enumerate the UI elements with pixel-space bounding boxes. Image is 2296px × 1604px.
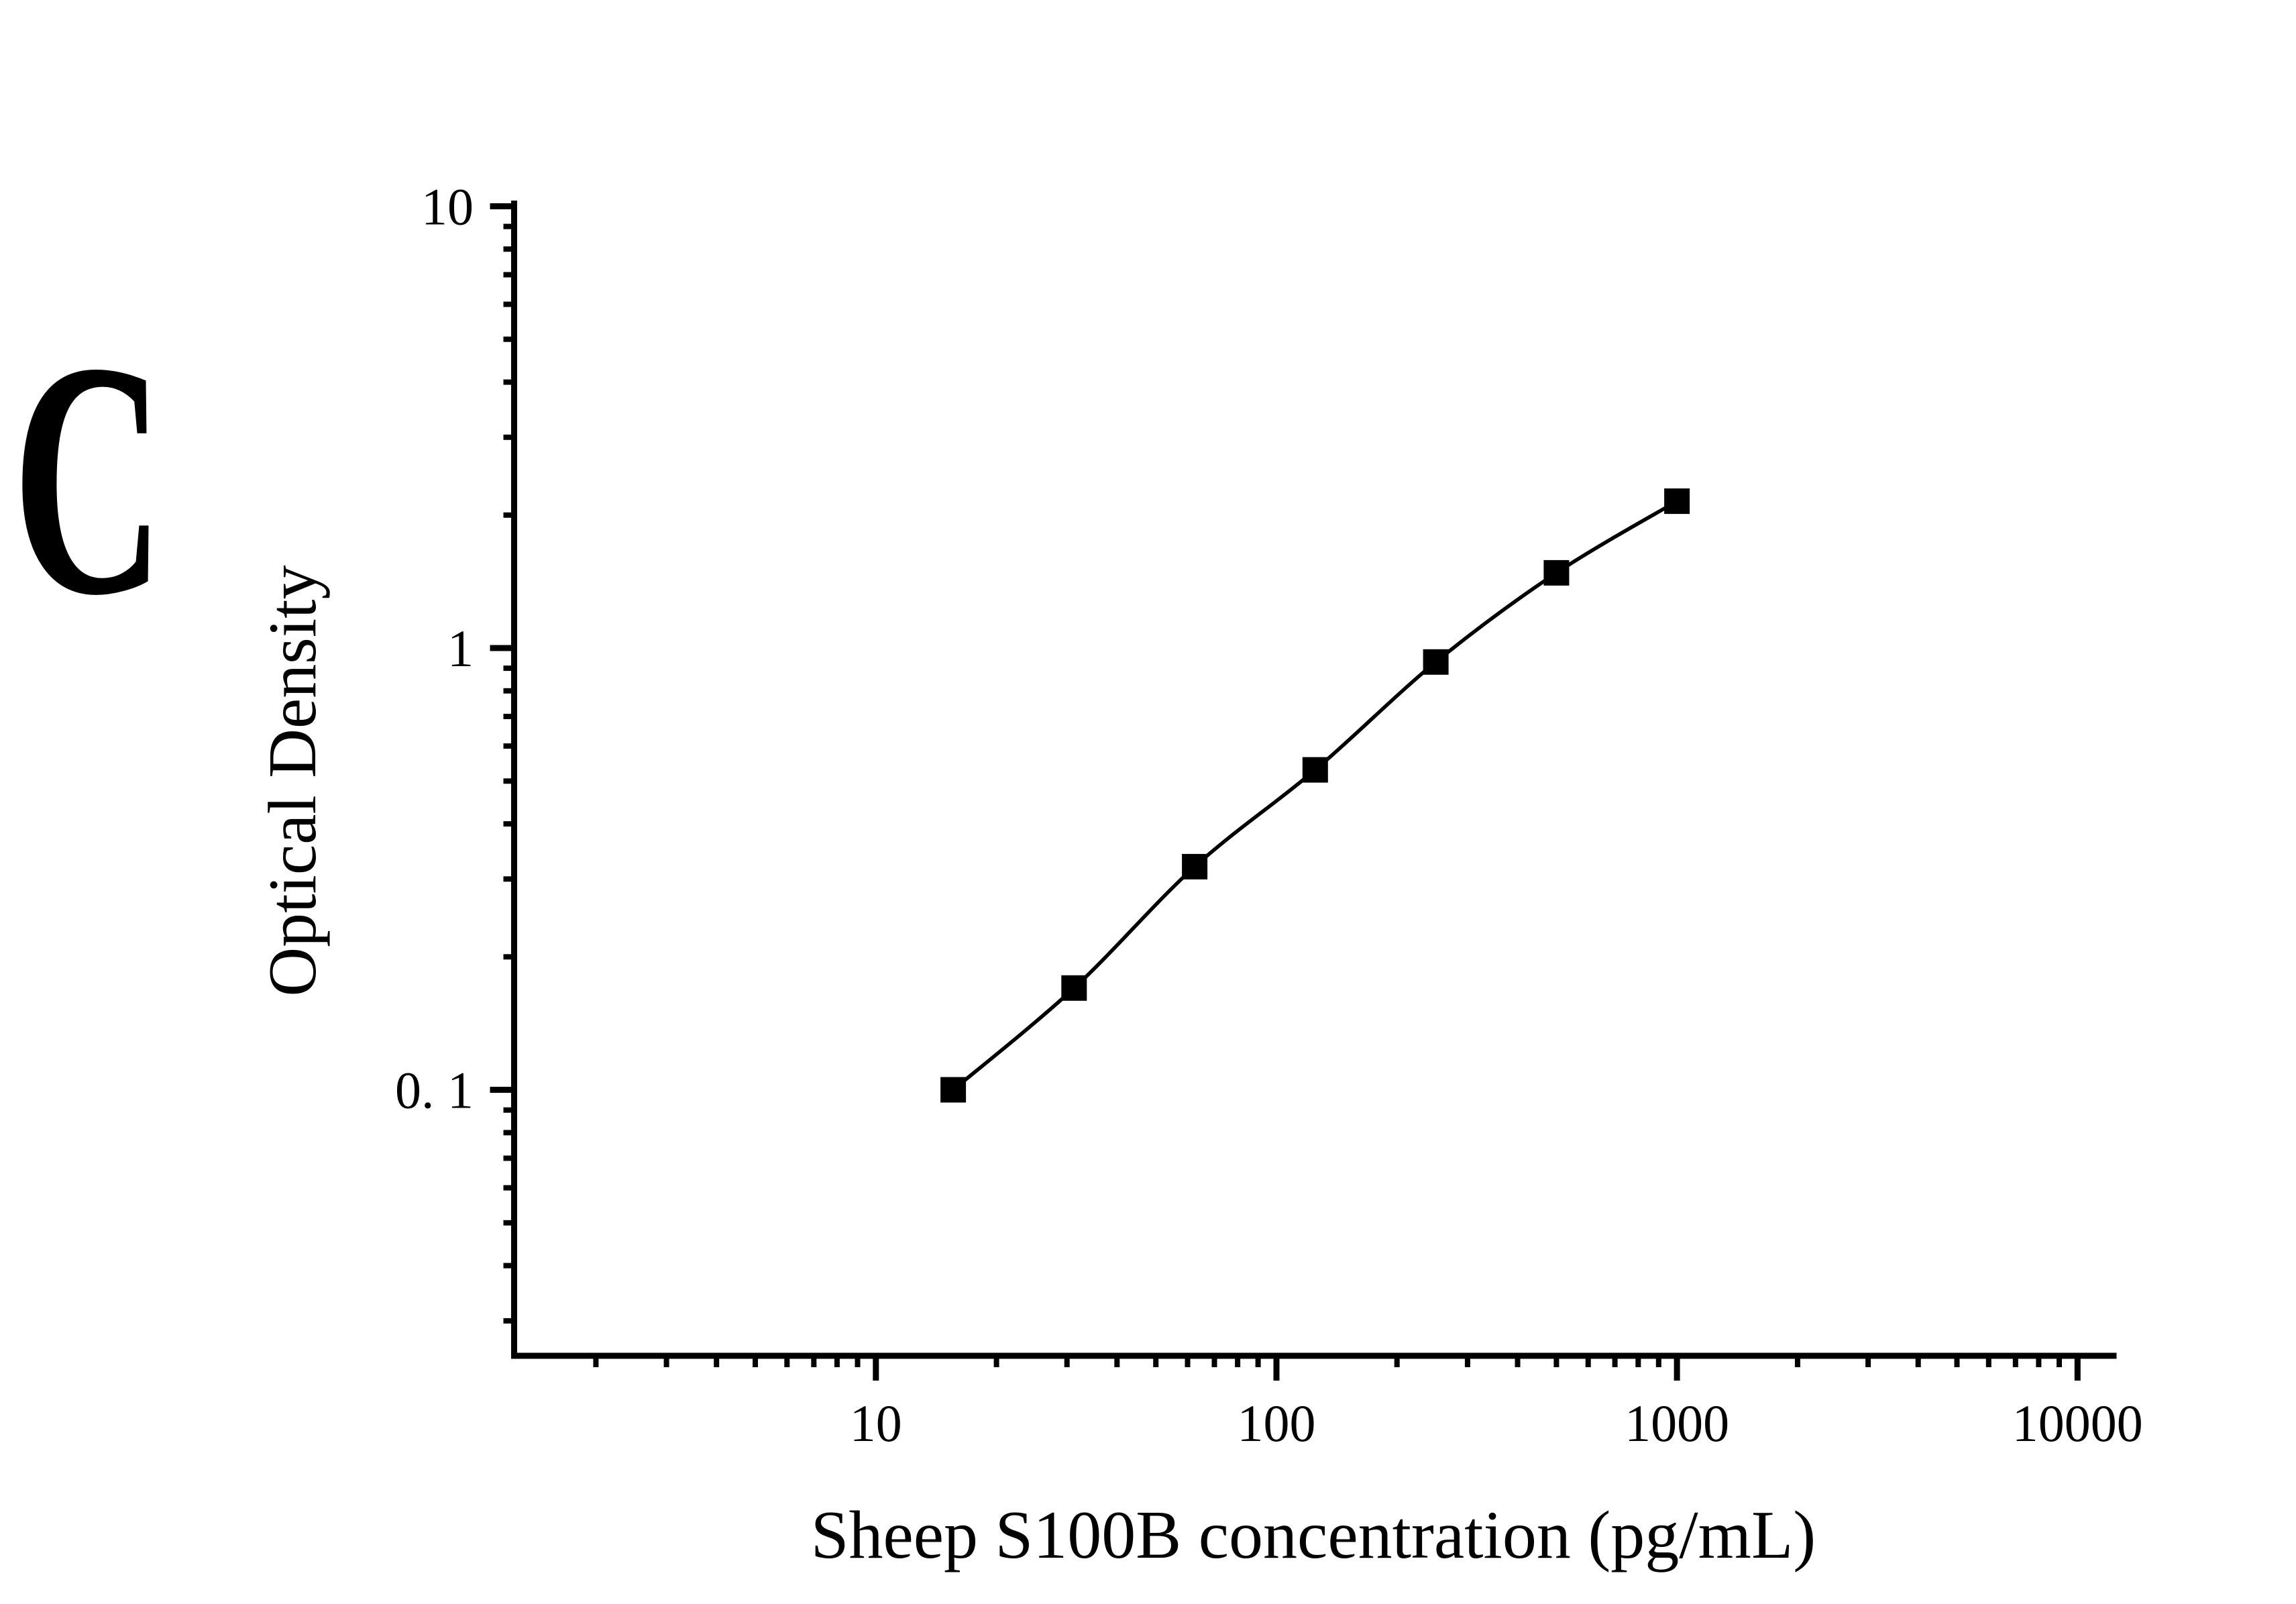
data-point-marker: [1182, 853, 1208, 879]
plot-tick-labels: 10 100 1000 10000 10 1 0. 1: [395, 178, 2143, 1453]
data-point-marker: [1543, 559, 1570, 586]
y-axis-title: Optical Density: [255, 565, 331, 996]
plot-ticks: [490, 203, 2081, 1381]
x-tick-label: 1000: [1625, 1394, 1729, 1452]
x-tick-label: 10000: [2012, 1394, 2143, 1452]
y-tick-label: 0. 1: [395, 1061, 474, 1120]
x-axis-title: Sheep S100B concentration (pg/mL): [811, 1497, 1816, 1573]
data-point-marker: [1423, 649, 1449, 675]
data-point-marker: [1664, 488, 1690, 515]
x-tick-label: 10: [850, 1394, 902, 1452]
data-point-marker: [1061, 975, 1087, 1001]
y-tick-label: 1: [447, 619, 474, 678]
data-point-marker: [940, 1077, 967, 1103]
standard-curve-line: [952, 499, 1678, 1091]
x-tick-label: 100: [1238, 1394, 1316, 1452]
y-tick-label: 10: [421, 178, 474, 236]
data-point-marker: [1302, 757, 1328, 783]
panel-label: C: [12, 294, 164, 665]
plot-series: [940, 488, 1690, 1103]
